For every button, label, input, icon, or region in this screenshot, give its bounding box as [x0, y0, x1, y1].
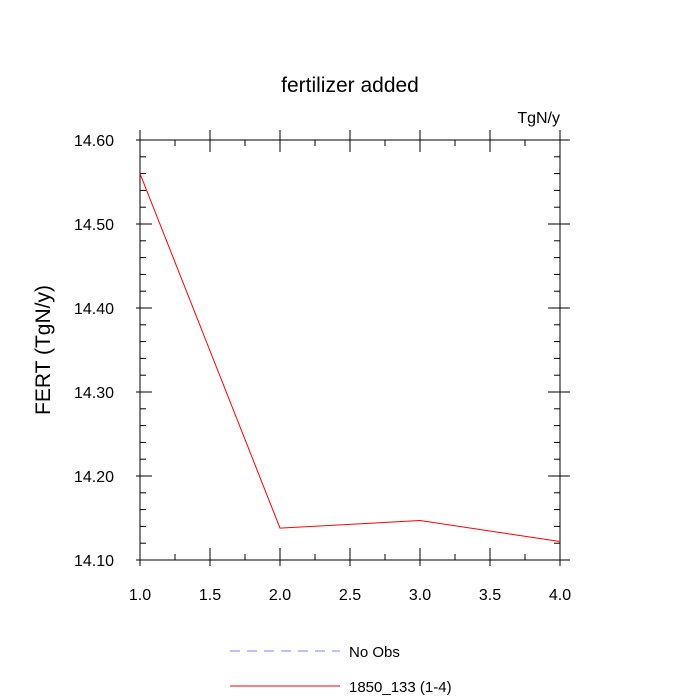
- x-tick-label: 3.0: [409, 587, 431, 604]
- legend: No Obs 1850_133 (1-4): [230, 644, 452, 696]
- legend-label-0: No Obs: [349, 644, 400, 661]
- series-layer: [139, 173, 561, 543]
- units-label: TgN/y: [517, 110, 560, 127]
- x-tick-label: 3.5: [479, 587, 501, 604]
- x-tick-label: 1.0: [129, 587, 151, 604]
- y-tick-label: 14.50: [74, 217, 114, 234]
- chart-title: fertilizer added: [281, 74, 419, 97]
- series-line-1: [139, 173, 561, 543]
- legend-label-1: 1850_133 (1-4): [349, 679, 452, 696]
- plot-area: 1.0 1.5 2.0 2.5 3.0 3.5 4.0 14.1014.2014.3014.…: [74, 130, 571, 604]
- y-tick-label: 14.10: [74, 553, 114, 570]
- x-tick-label: 4.0: [549, 587, 571, 604]
- y-tick-label: 14.60: [74, 133, 114, 150]
- x-tick-label: 2.0: [269, 587, 291, 604]
- y-tick-label: 14.40: [74, 301, 114, 318]
- plot-frame: [139, 139, 561, 561]
- y-tick-label: 14.20: [74, 469, 114, 486]
- y-axis: 14.10 14.20 14.30 14.40 14.50 14.60: [74, 133, 570, 570]
- x-tick-label: 1.5: [199, 587, 221, 604]
- y-tick-label: 14.30: [74, 385, 114, 402]
- x-tick-label: 2.5: [339, 587, 361, 604]
- x-axis: 1.0 1.5 2.0 2.5 3.0 3.5 4.0: [129, 130, 571, 604]
- y-axis-label: FERT (TgN/y): [32, 285, 55, 415]
